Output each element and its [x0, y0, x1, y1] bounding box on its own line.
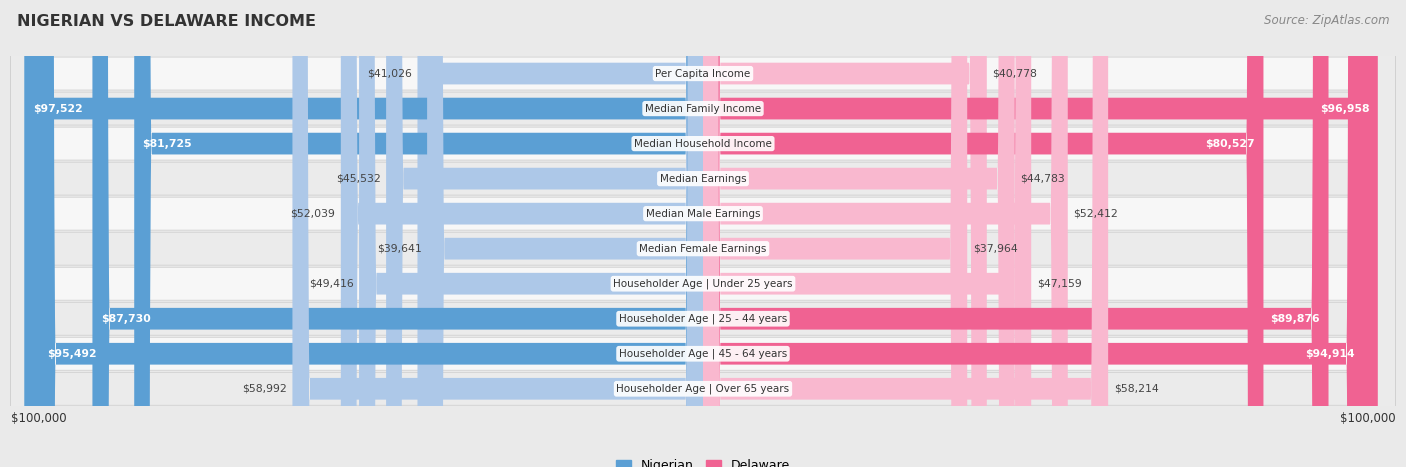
FancyBboxPatch shape [703, 0, 1264, 467]
FancyBboxPatch shape [418, 0, 703, 467]
FancyBboxPatch shape [24, 0, 703, 467]
Text: $97,522: $97,522 [32, 104, 83, 113]
Text: $89,876: $89,876 [1271, 314, 1320, 324]
Text: $47,159: $47,159 [1036, 279, 1081, 289]
Text: Median Family Income: Median Family Income [645, 104, 761, 113]
Legend: Nigerian, Delaware: Nigerian, Delaware [610, 454, 796, 467]
FancyBboxPatch shape [10, 0, 1396, 467]
Text: Median Female Earnings: Median Female Earnings [640, 244, 766, 254]
FancyBboxPatch shape [703, 0, 987, 467]
FancyBboxPatch shape [703, 0, 1364, 467]
Text: $44,783: $44,783 [1021, 174, 1064, 184]
Text: $100,000: $100,000 [1340, 411, 1396, 425]
FancyBboxPatch shape [10, 0, 1396, 467]
FancyBboxPatch shape [10, 0, 1396, 467]
FancyBboxPatch shape [703, 0, 1378, 467]
Text: $52,412: $52,412 [1073, 209, 1118, 219]
Text: $95,492: $95,492 [46, 349, 97, 359]
Text: $41,026: $41,026 [367, 69, 412, 78]
Text: Median Male Earnings: Median Male Earnings [645, 209, 761, 219]
Text: Median Earnings: Median Earnings [659, 174, 747, 184]
FancyBboxPatch shape [10, 0, 1396, 467]
FancyBboxPatch shape [292, 0, 703, 467]
Text: $52,039: $52,039 [291, 209, 335, 219]
Text: $80,527: $80,527 [1205, 139, 1256, 149]
Text: Householder Age | 25 - 44 years: Householder Age | 25 - 44 years [619, 313, 787, 324]
Text: Median Household Income: Median Household Income [634, 139, 772, 149]
FancyBboxPatch shape [359, 0, 703, 467]
Text: $58,214: $58,214 [1114, 384, 1159, 394]
FancyBboxPatch shape [703, 0, 1067, 467]
FancyBboxPatch shape [134, 0, 703, 467]
FancyBboxPatch shape [703, 0, 1015, 467]
Text: NIGERIAN VS DELAWARE INCOME: NIGERIAN VS DELAWARE INCOME [17, 14, 316, 29]
Text: Householder Age | 45 - 64 years: Householder Age | 45 - 64 years [619, 348, 787, 359]
Text: Householder Age | Under 25 years: Householder Age | Under 25 years [613, 278, 793, 289]
FancyBboxPatch shape [703, 0, 1031, 467]
Text: $39,641: $39,641 [377, 244, 422, 254]
FancyBboxPatch shape [703, 0, 1108, 467]
FancyBboxPatch shape [10, 0, 1396, 467]
Text: Source: ZipAtlas.com: Source: ZipAtlas.com [1264, 14, 1389, 27]
Text: $49,416: $49,416 [309, 279, 353, 289]
Text: $96,958: $96,958 [1320, 104, 1369, 113]
FancyBboxPatch shape [10, 0, 1396, 467]
FancyBboxPatch shape [703, 0, 967, 467]
Text: $37,964: $37,964 [973, 244, 1018, 254]
Text: $40,778: $40,778 [993, 69, 1038, 78]
FancyBboxPatch shape [10, 0, 1396, 467]
FancyBboxPatch shape [10, 0, 1396, 467]
Text: $58,992: $58,992 [242, 384, 287, 394]
Text: $45,532: $45,532 [336, 174, 381, 184]
FancyBboxPatch shape [10, 0, 1396, 467]
Text: $87,730: $87,730 [101, 314, 150, 324]
Text: Householder Age | Over 65 years: Householder Age | Over 65 years [616, 383, 790, 394]
Text: $100,000: $100,000 [10, 411, 66, 425]
FancyBboxPatch shape [427, 0, 703, 467]
FancyBboxPatch shape [340, 0, 703, 467]
FancyBboxPatch shape [703, 0, 1329, 467]
FancyBboxPatch shape [10, 0, 1396, 467]
FancyBboxPatch shape [93, 0, 703, 467]
Text: $94,914: $94,914 [1306, 349, 1355, 359]
FancyBboxPatch shape [38, 0, 703, 467]
Text: $81,725: $81,725 [142, 139, 193, 149]
Text: Per Capita Income: Per Capita Income [655, 69, 751, 78]
FancyBboxPatch shape [387, 0, 703, 467]
